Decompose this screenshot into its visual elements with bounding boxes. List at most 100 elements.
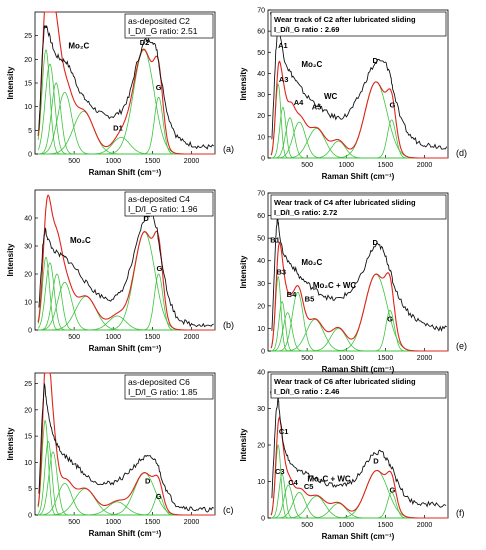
legend-box: as-deposited C2 I_D/I_G ratio: 2.51 — [124, 13, 214, 39]
peak-label-b3: B3 — [277, 267, 287, 276]
legend-box: as-deposited C6 I_D/I_G ratio: 1.85 — [124, 374, 214, 400]
y-tick-label: 30 — [257, 281, 265, 288]
x-tick-label: 1500 — [378, 522, 394, 529]
legend-box-frame — [124, 191, 214, 217]
y-tick-label: 70 — [257, 191, 265, 198]
legend-line-1: as-deposited C4 — [128, 194, 190, 204]
peak-label-b5: B5 — [305, 294, 315, 303]
tick-layer: 500 1000 1500 2000 0 5 10 15 20 25 — [24, 33, 199, 165]
panel-c: 500 1000 1500 2000 0 5 10 15 20 25 DG as-deposite… — [6, 372, 234, 538]
peak-label-c3: C3 — [275, 467, 285, 476]
peak-label-g: G — [156, 83, 162, 92]
x-tick-label: 2000 — [184, 334, 200, 341]
fitted-peaks — [270, 60, 448, 159]
legend-line-2: I_D/I_G ratio: 2.72 — [274, 208, 337, 217]
annotation-label: Mo₂C — [70, 236, 91, 245]
y-tick-label: 10 — [24, 300, 32, 307]
y-tick-label: 0 — [28, 513, 32, 520]
fit-envelope — [37, 11, 215, 155]
panel-e: 500 1000 1500 2000 0 10 20 30 40 50 60 70 B1 B3 B4 B5 D… — [239, 191, 467, 375]
y-tick-label: 20 — [24, 57, 32, 64]
y-tick-label: 25 — [24, 33, 32, 40]
y-tick-label: 30 — [257, 406, 265, 413]
y-tick-label: 60 — [257, 213, 265, 220]
x-tick-label: 2000 — [184, 158, 200, 165]
peak-label-d: D — [373, 238, 379, 247]
panel-a: 500 1000 1500 2000 0 5 10 15 20 25 D2 D1 G Mo₂C as-d… — [6, 11, 234, 177]
peak-label-g: G — [157, 264, 163, 273]
panel-d: 500 1000 1500 2000 0 10 20 30 40 50 60 70 A1 A3 A4 A5 D… — [239, 8, 467, 182]
y-axis-label: Intensity — [6, 66, 15, 99]
tick-layer: 500 1000 1500 2000 0 5 10 15 20 25 — [24, 381, 199, 526]
legend-box-frame — [270, 373, 447, 399]
measured-spectrum-line — [38, 25, 214, 150]
y-tick-label: 50 — [257, 50, 265, 57]
fit-envelope — [270, 242, 448, 352]
x-tick-label: 2000 — [417, 522, 433, 529]
y-tick-label: 10 — [257, 326, 265, 333]
y-tick-label: 10 — [257, 134, 265, 141]
y-tick-label: 20 — [24, 272, 32, 279]
legend-line-2: I_D/I_G ratio: 2.51 — [128, 26, 198, 36]
peak-labels: D G Mo₂C — [70, 214, 163, 273]
measured-spectrum-line — [271, 19, 448, 150]
annotation-label: Mo₂C — [301, 258, 322, 267]
x-tick-label: 1000 — [105, 519, 121, 526]
legend-box-frame — [124, 374, 214, 400]
x-axis-label: Raman Shift (cm⁻¹) — [89, 344, 162, 353]
fit-envelope — [270, 60, 448, 159]
fitted-peaks — [37, 194, 215, 331]
y-tick-label: 0 — [28, 152, 32, 159]
y-tick-label: 30 — [24, 244, 32, 251]
y-axis-label: Intensity — [239, 255, 248, 288]
x-tick-label: 1500 — [145, 519, 161, 526]
y-tick-label: 60 — [257, 29, 265, 36]
tick-layer: 500 1000 1500 2000 0 10 20 30 40 50 60 70 — [257, 191, 432, 363]
y-tick-label: 0 — [261, 349, 265, 356]
y-tick-label: 70 — [257, 8, 265, 15]
fitted-peaks — [270, 416, 448, 519]
x-tick-label: 1500 — [378, 355, 394, 362]
peak-label-d1: D1 — [113, 123, 123, 132]
fit-envelope — [37, 372, 215, 516]
peak-label-a4: A4 — [294, 98, 304, 107]
tick-layer: 500 1000 1500 2000 0 10 20 30 40 — [257, 370, 432, 530]
panel-b: 500 1000 1500 2000 0 10 20 30 40 D G Mo₂C as-depos… — [6, 189, 234, 353]
peak-label-d2: D2 — [140, 38, 150, 47]
fit-envelope — [37, 194, 215, 331]
x-tick-label: 1000 — [338, 355, 354, 362]
measured-spectrum — [271, 217, 447, 332]
x-tick-label: 1500 — [378, 162, 394, 169]
y-tick-label: 40 — [257, 258, 265, 265]
x-tick-label: 1000 — [105, 158, 121, 165]
panel-label: (e) — [456, 341, 467, 351]
panel-label: (b) — [223, 320, 234, 330]
x-axis-label: Raman Shift (cm⁻¹) — [89, 529, 162, 538]
x-tick-label: 500 — [301, 522, 313, 529]
measured-spectrum-line — [271, 395, 447, 508]
peak-label-a3: A3 — [279, 75, 289, 84]
x-axis-label: Raman Shift (cm⁻¹) — [322, 365, 395, 374]
peak-label-b1: B1 — [270, 236, 280, 245]
y-tick-label: 10 — [257, 479, 265, 486]
peak-label-d: D — [145, 476, 151, 485]
legend-box: Wear track of C6 after lubricated slidin… — [270, 373, 447, 399]
legend-box: Wear track of C4 after lubricated slidin… — [270, 194, 447, 220]
peak-label-d: D — [143, 214, 149, 223]
peak-label-c5: C5 — [304, 482, 314, 491]
y-tick-label: 5 — [28, 128, 32, 135]
y-tick-label: 0 — [261, 516, 265, 523]
annotation-label: Mo₂C — [301, 60, 322, 69]
y-tick-label: 10 — [24, 460, 32, 467]
measured-spectrum — [38, 25, 214, 150]
legend-line-2: I_D/I_G ratio : 2.69 — [274, 25, 339, 34]
legend-line-1: Wear track of C2 after lubricated slidin… — [274, 15, 416, 24]
measured-spectrum — [38, 383, 214, 513]
measured-spectrum-line — [38, 383, 214, 513]
peak-label-g: G — [390, 485, 396, 494]
y-tick-label: 30 — [257, 92, 265, 99]
y-tick-label: 10 — [24, 104, 32, 111]
y-tick-label: 50 — [257, 236, 265, 243]
x-tick-label: 500 — [68, 519, 80, 526]
